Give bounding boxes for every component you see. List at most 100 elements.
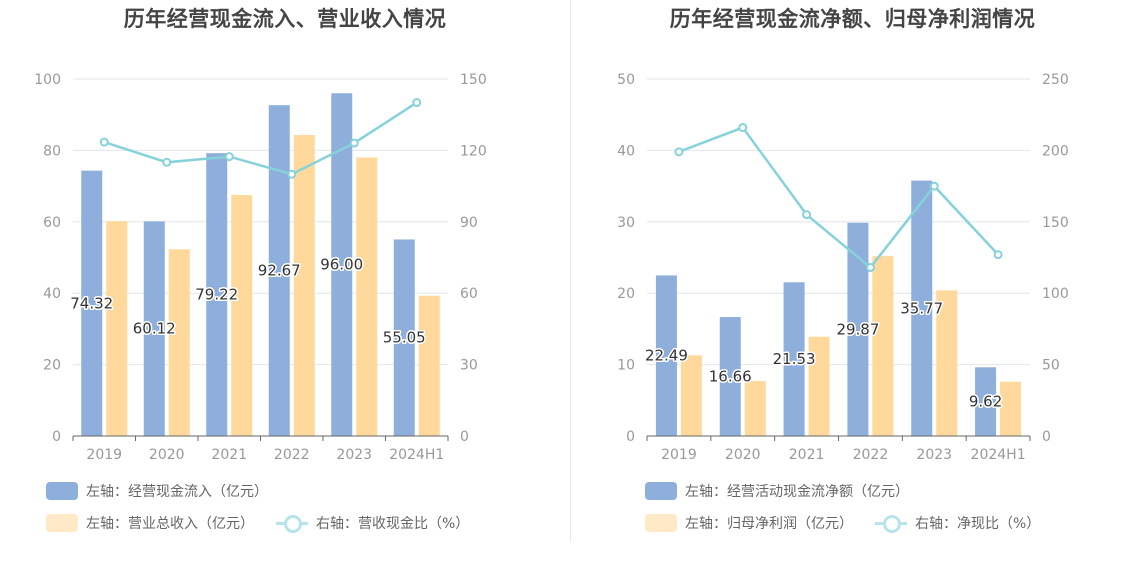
legend-swatch-yellow [46,514,78,532]
bar-blue [655,275,677,436]
left-tick-label: 0 [626,429,635,445]
legend-label: 右轴：净现比（%） [915,516,1041,532]
x-tick-label: 2024H1 [971,447,1026,463]
bar-yellow [418,295,440,436]
left-tick-label: 10 [617,358,635,374]
left-chart-plot: 0 0 20 30 40 60 60 90 80 120 100 150 2019 2020 2021 202… [34,72,487,463]
bar-yellow [231,195,253,436]
right-tick-label: 200 [1042,143,1069,159]
bar-yellow [168,249,190,436]
x-tick-label: 2022 [274,447,310,463]
legend-label: 左轴：归母净利润（亿元） [685,516,853,532]
legend-swatch-yellow [645,514,677,532]
legend-item-revenue[interactable]: 左轴：营业总收入（亿元） [46,513,254,533]
ratio-point [287,169,297,179]
legend-row-1: 左轴：经营活动现金流净额（亿元） [645,481,931,501]
data-label: 29.87 [836,320,879,338]
bar-blue [975,367,997,436]
bar-yellow [808,336,830,436]
left-tick-label: 80 [43,143,61,159]
chart-title: 历年经营现金流净额、归母净利润情况 [669,7,1036,31]
ratio-point [412,98,422,108]
data-label: 35.77 [900,299,943,317]
ratio-point [929,181,939,191]
bar-yellow [680,355,702,436]
bar-blue [81,170,103,436]
ratio-point [162,157,172,167]
bar-yellow [293,135,315,436]
legend-row-2: 左轴：营业总收入（亿元） 右轴：营收现金比（%） [46,513,491,533]
legend-item-net-profit[interactable]: 左轴：归母净利润（亿元） [645,513,853,533]
x-tick-label: 2019 [86,447,122,463]
bar-blue [393,239,415,436]
left-tick-label: 40 [617,143,635,159]
legend-line-icon [276,514,308,533]
legend-item-ratio[interactable]: 右轴：营收现金比（%） [276,513,469,533]
bar-yellow [1000,381,1022,436]
left-tick-label: 50 [617,72,635,88]
legend-label: 左轴：经营现金流入（亿元） [86,484,268,500]
x-tick-label: 2020 [725,447,761,463]
right-tick-label: 60 [460,286,478,302]
legend-label: 右轴：营收现金比（%） [316,516,470,532]
ratio-point [99,137,109,147]
data-label: 55.05 [383,329,426,347]
data-label: 96.00 [320,256,363,274]
legend-label: 左轴：经营活动现金流净额（亿元） [685,484,909,500]
x-tick-label: 2020 [149,447,185,463]
left-tick-label: 60 [43,215,61,231]
bar-yellow [744,381,766,436]
legend-label: 左轴：营业总收入（亿元） [86,516,254,532]
data-label: 92.67 [258,262,301,280]
ratio-point [802,210,812,220]
left-tick-label: 20 [43,358,61,374]
x-tick-label: 2023 [916,447,952,463]
legend-swatch-blue [645,482,677,500]
right-tick-label: 100 [1042,286,1069,302]
legend-item-net-cash-flow[interactable]: 左轴：经营活动现金流净额（亿元） [645,481,909,501]
right-tick-label: 50 [1042,358,1060,374]
right-tick-label: 120 [460,143,487,159]
data-label: 60.12 [133,320,176,338]
legend-item-cash-inflow[interactable]: 左轴：经营现金流入（亿元） [46,481,268,501]
ratio-point [738,123,748,133]
bar-yellow [106,221,128,436]
bar-yellow [356,157,378,437]
x-tick-label: 2021 [211,447,247,463]
right-tick-label: 0 [1042,429,1051,445]
right-tick-label: 250 [1042,72,1069,88]
bar-blue [719,317,741,436]
legend-swatch-blue [46,482,78,500]
right-chart-panel: 历年经营现金流净额、归母净利润情况 0 0 10 50 20 100 30 150 40 200 5… [571,0,1134,545]
left-chart-panel: 历年经营现金流入、营业收入情况 0 0 20 30 40 60 60 90 80 120 100 15… [0,0,570,545]
data-label: 74.32 [70,294,113,312]
ratio-point [865,262,875,272]
bar-blue [206,153,228,436]
bar-yellow [936,290,958,436]
x-tick-label: 2019 [661,447,697,463]
left-tick-label: 40 [43,286,61,302]
bar-blue [268,105,290,437]
bar-blue [783,282,805,436]
bar-blue [911,180,933,436]
left-tick-label: 30 [617,215,635,231]
legend-row-2: 左轴：归母净利润（亿元） 右轴：净现比（%） [645,513,1062,533]
ratio-line [103,101,418,176]
x-tick-label: 2023 [336,447,372,463]
bar-blue [143,221,165,436]
left-tick-label: 100 [34,72,61,88]
bar-blue [847,222,869,436]
x-tick-label: 2022 [853,447,889,463]
right-tick-label: 0 [460,429,469,445]
legend-item-net-cash-ratio[interactable]: 右轴：净现比（%） [875,513,1040,533]
ratio-line [678,126,999,270]
legend-row-1: 左轴：经营现金流入（亿元） [46,481,290,501]
ratio-point [224,152,234,162]
right-tick-label: 150 [460,72,487,88]
right-chart-plot: 0 0 10 50 20 100 30 150 40 200 50 250 2019 2020 2021 20… [617,72,1069,463]
bar-yellow [872,256,894,436]
legend-line-icon [875,514,907,533]
bar-blue [331,93,353,436]
data-label: 16.66 [709,368,752,386]
data-label: 21.53 [773,350,816,368]
